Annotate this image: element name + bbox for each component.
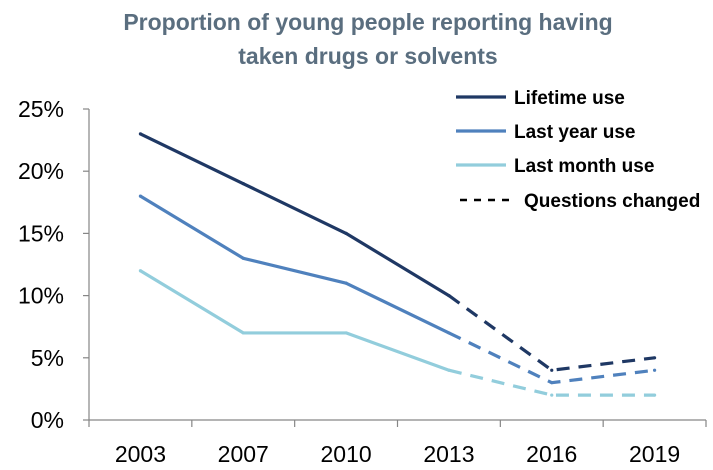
legend-label: Last year use <box>514 122 635 143</box>
series-line-dashed-0 <box>447 294 655 372</box>
data-point <box>652 368 657 372</box>
data-point <box>241 182 245 186</box>
y-axis-ticks: 0% 5% 10% 15% 20% 25% <box>18 96 89 433</box>
x-tick-label: 2016 <box>526 441 577 467</box>
data-point <box>241 256 245 260</box>
x-tick-label: 2007 <box>218 441 269 467</box>
chart-title: Proportion of young people reporting hav… <box>123 9 612 69</box>
data-point <box>652 393 657 397</box>
chart-title-line-1: Proportion of young people reporting hav… <box>123 9 612 35</box>
x-tick-label: 2003 <box>115 441 166 467</box>
y-tick-label: 10% <box>18 283 64 309</box>
legend-label: Lifetime use <box>514 88 625 109</box>
data-point <box>138 132 143 136</box>
y-tick-label: 0% <box>31 407 64 433</box>
data-point <box>138 269 143 273</box>
data-point <box>447 368 451 372</box>
data-point <box>550 381 554 385</box>
series-line-solid-2 <box>139 269 450 372</box>
y-tick-label: 20% <box>18 158 64 184</box>
y-tick-label: 15% <box>18 220 64 246</box>
data-point <box>447 331 451 335</box>
data-point <box>447 294 451 298</box>
y-tick-label: 25% <box>18 96 64 122</box>
data-point <box>241 331 245 335</box>
data-point <box>138 194 143 198</box>
x-tick-label: 2010 <box>320 441 371 467</box>
series-line-solid-1 <box>139 194 450 335</box>
chart-title-line-2: taken drugs or solvents <box>238 43 497 69</box>
legend-label: Last month use <box>514 156 654 177</box>
x-axis-ticks: 2003 2007 2010 2013 2016 2019 <box>88 420 707 467</box>
y-tick-label: 5% <box>31 345 64 371</box>
data-point <box>652 356 657 360</box>
series-lines <box>138 132 657 397</box>
data-point <box>344 281 348 285</box>
data-point <box>344 331 348 335</box>
data-point <box>550 368 554 372</box>
x-tick-label: 2013 <box>423 441 474 467</box>
data-point <box>550 393 554 397</box>
series-line-solid-0 <box>139 132 450 297</box>
data-point <box>344 231 348 235</box>
series-line-dashed-1 <box>448 331 655 385</box>
legend: Lifetime use Last year use Last month use Q… <box>456 88 700 212</box>
legend-label-dashed: Questions changed <box>524 191 700 212</box>
x-tick-label: 2019 <box>629 441 680 467</box>
